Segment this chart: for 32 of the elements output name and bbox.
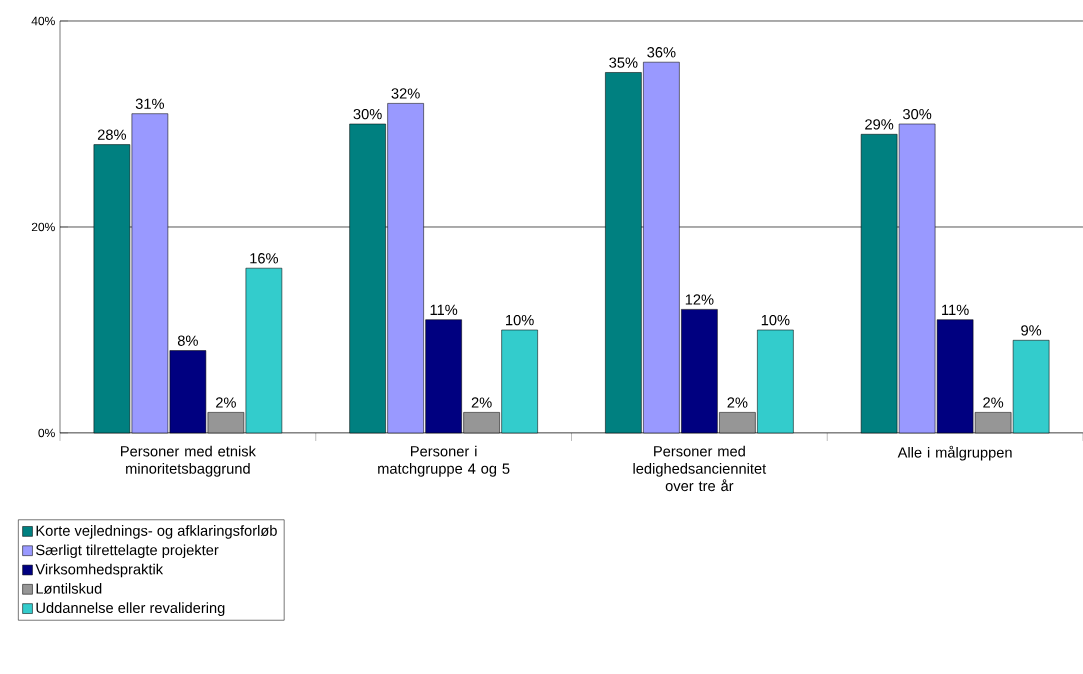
legend-label: Særligt tilrettelagte projekter: [36, 544, 219, 559]
data-label: 9%: [1021, 325, 1042, 336]
x-tick-label: Personer med ledighedsanciennitet over tre år: [633, 445, 767, 492]
x-tick-label: Personer i matchgruppe 4 og 5: [378, 445, 510, 477]
data-label: 10%: [761, 314, 790, 326]
data-label: 2%: [216, 397, 236, 408]
data-label: 30%: [353, 108, 382, 120]
legend-label: Virksomhedspraktik: [35, 563, 164, 578]
y-tick-label: 0%: [38, 428, 55, 438]
legend-label: Korte vejlednings- og afklaringsforløb: [36, 525, 277, 539]
data-label: 2%: [983, 397, 1004, 408]
legend-label: Løntilskud: [36, 583, 102, 594]
data-label: 11%: [942, 304, 969, 315]
y-tick-label: 20%: [31, 222, 55, 232]
data-label: 8%: [177, 335, 198, 346]
data-label: 35%: [609, 57, 638, 68]
data-label: 29%: [865, 119, 894, 130]
data-label: 28%: [97, 129, 127, 140]
data-label: 31%: [135, 98, 165, 109]
data-label: 32%: [391, 88, 420, 99]
data-label: 2%: [471, 397, 492, 408]
x-tick-label: Personer med etnisk minoritetsbaggrund: [121, 445, 256, 477]
x-tick-label: Alle i målgruppen: [897, 445, 1012, 461]
data-label: 16%: [250, 253, 279, 264]
data-label: 11%: [430, 304, 458, 315]
data-label: 36%: [647, 47, 676, 58]
y-tick-label: 40%: [31, 16, 55, 26]
legend-label: Uddannelse eller revalidering: [36, 602, 225, 616]
data-label: 2%: [727, 397, 748, 408]
data-label: 30%: [903, 108, 932, 120]
data-label: 12%: [685, 294, 714, 305]
data-label: 10%: [506, 314, 534, 326]
